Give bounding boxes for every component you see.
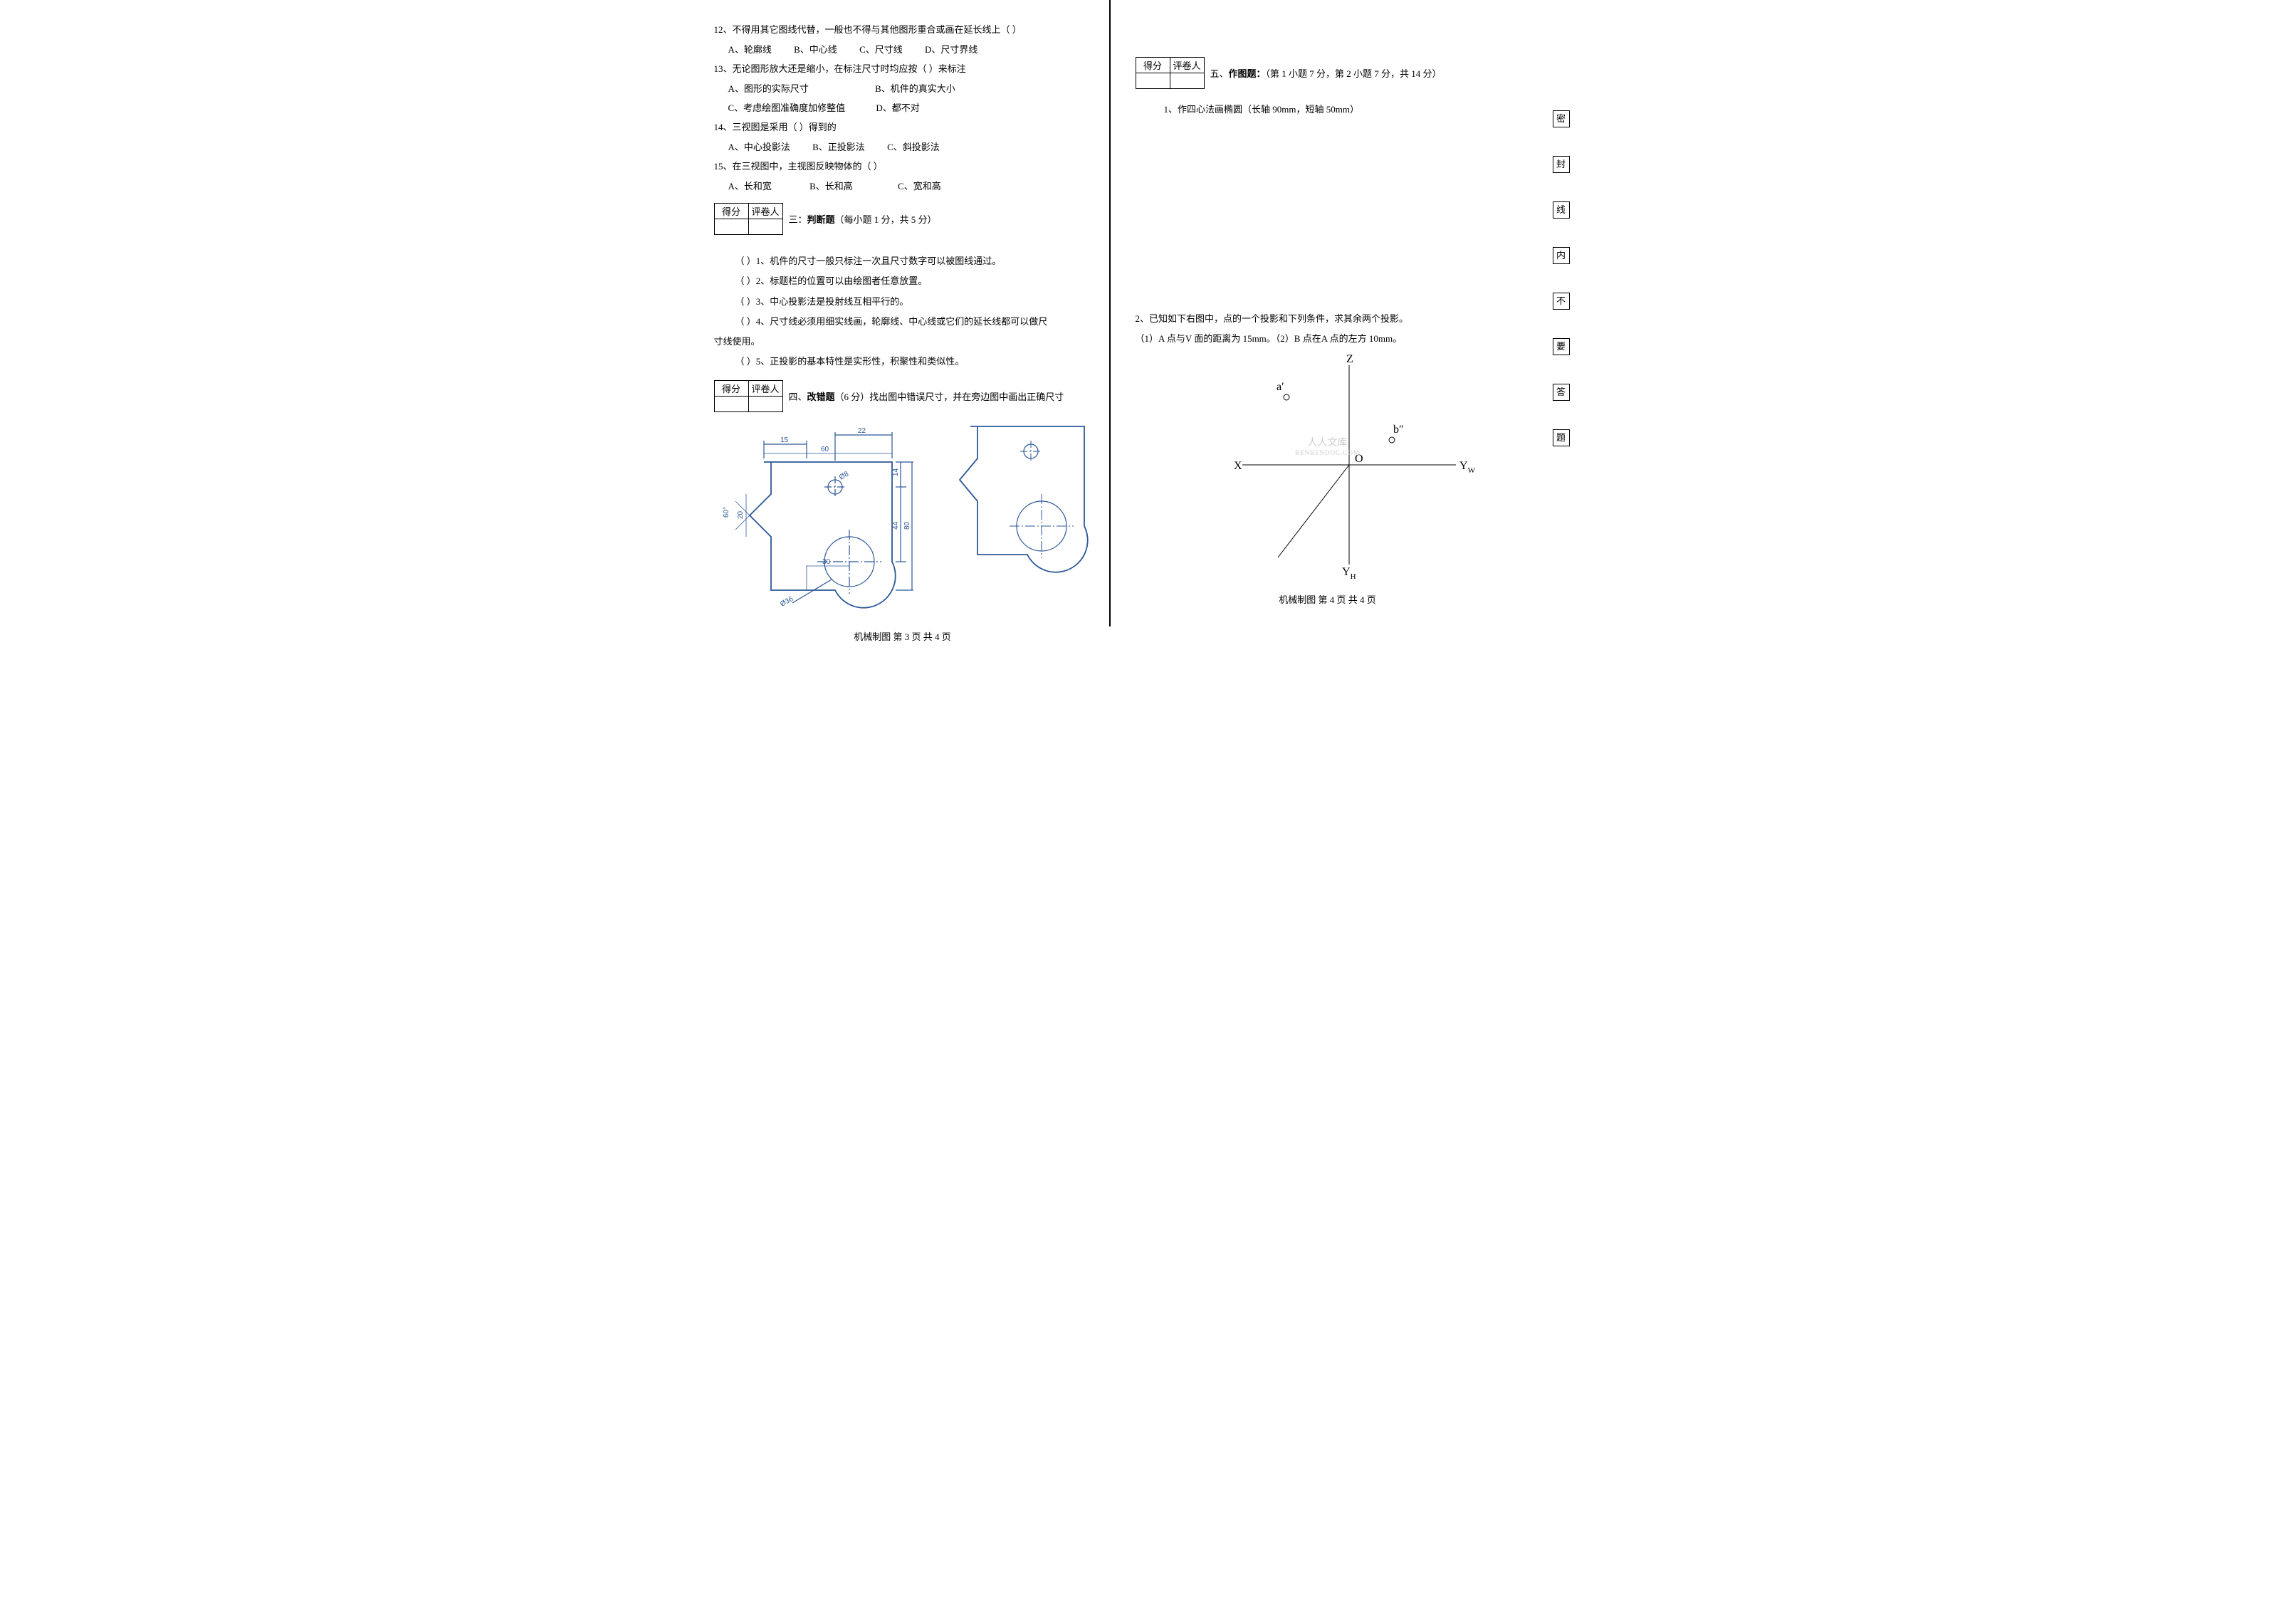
axis-yw: YW — [1459, 460, 1476, 475]
dim-14: 14 — [892, 468, 900, 476]
dim-15: 15 — [780, 436, 789, 444]
q13-options-row1: A、图形的实际尺寸 B、机件的真实大小 — [714, 81, 1091, 95]
q14-options: A、中心投影法 B、正投影法 C、斜投影法 — [714, 140, 1091, 153]
seal-strip: 密 封 线 内 不 要 答 题 — [1553, 110, 1570, 475]
dim-60: 60 — [821, 446, 829, 453]
section-3-title: 三：判断题（每小题 1 分，共 5 分） — [789, 212, 937, 226]
judge-3: （ ）3、中心投影法是投射线互相平行的。 — [714, 294, 1091, 310]
section-5-title: 五、作图题：（第 1 小题 7 分，第 2 小题 7 分，共 14 分） — [1210, 66, 1442, 80]
blank-figure — [956, 419, 1091, 583]
section-3-header: 得分 评卷人 三：判断题（每小题 1 分，共 5 分） — [714, 203, 1091, 235]
axis-yh: YH — [1342, 566, 1356, 579]
q14-opt-b: B、正投影法 — [812, 140, 865, 153]
q12-opt-d: D、尺寸界线 — [925, 42, 977, 56]
seal-char-1: 密 — [1553, 110, 1570, 127]
figures-row: 15 22 60 Ø8 14 44 80 20 60° 30 Ø36 — [714, 419, 1091, 619]
grader-header: 评卷人 — [748, 380, 782, 396]
axis-x: X — [1234, 460, 1242, 472]
dim-30: 30 — [822, 558, 831, 566]
section-4-title: 四、改错题（6 分）找出图中错误尺寸，并在旁边图中画出正确尺寸 — [789, 389, 1064, 403]
dim-20: 20 — [737, 510, 745, 519]
page-4: 得分 评卷人 五、作图题：（第 1 小题 7 分，第 2 小题 7 分，共 14… — [1114, 0, 1527, 650]
page-3: 12、不得用其它图线代替，一般也不得与其他图形重合或画在延长线上（ ） A、轮廓… — [693, 0, 1106, 650]
page-divider — [1109, 0, 1111, 626]
score-header: 得分 — [714, 204, 748, 219]
grader-header: 评卷人 — [748, 204, 782, 219]
dim-80: 80 — [903, 521, 911, 530]
seal-char-8: 题 — [1553, 429, 1570, 446]
dim-phi8: Ø8 — [838, 470, 850, 481]
seal-char-5: 不 — [1553, 293, 1570, 310]
seal-char-3: 线 — [1553, 201, 1570, 219]
projection-axes-figure: Z X O YW YH a′ b″ — [1200, 351, 1499, 579]
q12-opt-b: B、中心线 — [794, 42, 837, 56]
score-box-5: 得分 评卷人 — [1136, 57, 1205, 89]
q12-opt-c: C、尺寸线 — [859, 42, 903, 56]
score-cell — [714, 219, 748, 235]
score-box-4: 得分 评卷人 — [714, 380, 783, 412]
dim-phi36: Ø36 — [779, 595, 795, 609]
dim-22: 22 — [858, 427, 866, 435]
axis-z: Z — [1346, 353, 1353, 365]
section-4-header: 得分 评卷人 四、改错题（6 分）找出图中错误尺寸，并在旁边图中画出正确尺寸 — [714, 380, 1091, 412]
dim-44: 44 — [892, 521, 900, 530]
footer-page-3: 机械制图 第 3 页 共 4 页 — [714, 629, 1091, 643]
footer-page-4: 机械制图 第 4 页 共 4 页 — [1136, 592, 1520, 606]
label-bpp: b″ — [1393, 424, 1404, 436]
axis-o: O — [1355, 453, 1363, 465]
q13-opt-d: D、都不对 — [876, 100, 919, 114]
score-cell — [1136, 73, 1170, 89]
grader-cell — [748, 396, 782, 411]
score-cell — [714, 396, 748, 411]
dim-60deg: 60° — [723, 507, 730, 518]
q12-options: A、轮廓线 B、中心线 C、尺寸线 D、尺寸界线 — [714, 42, 1091, 56]
q15-opt-b: B、长和高 — [809, 179, 853, 192]
page: 12、不得用其它图线代替，一般也不得与其他图形重合或画在延长线上（ ） A、轮廓… — [693, 0, 1604, 650]
score-header: 得分 — [1136, 58, 1170, 73]
seal-char-7: 答 — [1553, 384, 1570, 401]
draw-q2: 2、已知如下右图中，点的一个投影和下列条件，求其余两个投影。 — [1136, 311, 1520, 327]
score-header: 得分 — [714, 380, 748, 396]
q14-opt-c: C、斜投影法 — [887, 140, 940, 153]
grader-cell — [1170, 73, 1204, 89]
grader-header: 评卷人 — [1170, 58, 1204, 73]
judge-4a: （ ）4、尺寸线必须用细实线画，轮廓线、中心线或它们的延长线都可以做尺 — [714, 314, 1091, 330]
draw-q1: 1、作四心法画椭圆（长轴 90mm，短轴 50mm） — [1136, 102, 1520, 117]
judge-1: （ ）1、机件的尺寸一般只标注一次且尺寸数字可以被图线通过。 — [714, 253, 1091, 269]
q14-opt-a: A、中心投影法 — [728, 140, 790, 153]
judge-5: （ ）5、正投影的基本特性是实形性，积聚性和类似性。 — [714, 354, 1091, 369]
label-aprime: a′ — [1277, 381, 1284, 393]
q12-opt-a: A、轮廓线 — [728, 42, 772, 56]
judge-4b: 寸线使用。 — [714, 334, 1091, 350]
seal-char-4: 内 — [1553, 247, 1570, 264]
dimensioned-figure: 15 22 60 Ø8 14 44 80 20 60° 30 Ø36 — [714, 419, 913, 619]
section-5-header: 得分 评卷人 五、作图题：（第 1 小题 7 分，第 2 小题 7 分，共 14… — [1136, 57, 1520, 89]
judge-2: （ ）2、标题栏的位置可以由绘图者任意放置。 — [714, 273, 1091, 289]
q13-options-row2: C、考虑绘图准确度加修整值 D、都不对 — [714, 100, 1091, 114]
seal-char-6: 要 — [1553, 338, 1570, 355]
q13-stem: 13、无论图形放大还是缩小，在标注尺寸时均应按（ ）来标注 — [714, 61, 1091, 77]
q13-opt-a: A、图形的实际尺寸 — [728, 81, 809, 95]
draw-q2-cond: （1）A 点与V 面的距离为 15mm。（2）B 点在A 点的左方 10mm。 — [1136, 331, 1520, 347]
q15-opt-c: C、宽和高 — [898, 179, 941, 192]
q13-opt-b: B、机件的真实大小 — [875, 81, 955, 95]
seal-char-2: 封 — [1553, 156, 1570, 173]
q15-stem: 15、在三视图中，主视图反映物体的（ ） — [714, 159, 1091, 174]
q14-stem: 14、三视图是采用（ ）得到的 — [714, 120, 1091, 135]
grader-cell — [748, 219, 782, 235]
q12-stem: 12、不得用其它图线代替，一般也不得与其他图形重合或画在延长线上（ ） — [714, 22, 1091, 38]
q15-opt-a: A、长和宽 — [728, 179, 772, 192]
score-box-3: 得分 评卷人 — [714, 203, 783, 235]
q13-opt-c: C、考虑绘图准确度加修整值 — [728, 100, 846, 114]
q15-options: A、长和宽 B、长和高 C、宽和高 — [714, 179, 1091, 192]
